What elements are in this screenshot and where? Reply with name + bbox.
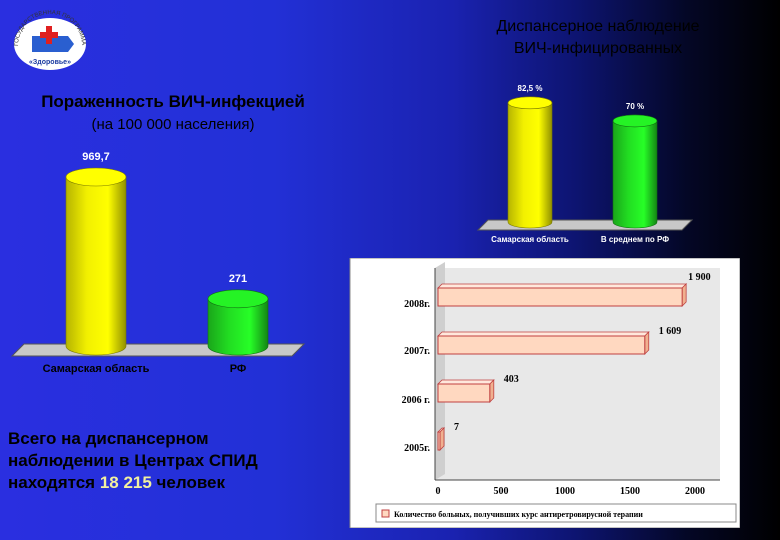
hbar-tick-label: 0 <box>436 486 441 497</box>
hbar-tick-label: 1000 <box>555 486 575 497</box>
bar-value-label: 70 % <box>626 102 644 111</box>
summary-line1: Всего на диспансерном <box>8 429 209 448</box>
cylinder-bar-top <box>207 289 269 309</box>
hbar-bar <box>437 431 441 451</box>
hbar-chart: 1 900 1 609 403 7 2008г. 2007г. 2006 г. 200… <box>349 258 740 528</box>
hbar-value-label: 403 <box>504 374 519 385</box>
bar-value-label: 271 <box>229 273 247 285</box>
hbar-tick-label: 2000 <box>685 486 705 497</box>
hbar-value-label: 1 900 <box>688 272 711 283</box>
right-chart: 82,5 % 70 % Самарская область В среднем п… <box>476 84 694 244</box>
cylinder-bar <box>207 298 269 356</box>
hbar-chart-backwall <box>435 268 720 480</box>
hbar-bar-top <box>437 283 688 289</box>
logo-heart-shape <box>32 36 74 52</box>
summary-number: 18 215 <box>99 473 152 492</box>
right-chart-category-label: Самарская область <box>491 235 569 244</box>
hbar-bar-side <box>489 379 495 403</box>
cylinder-bar-top <box>65 167 127 187</box>
hbar-bar-side <box>644 331 650 355</box>
right-chart-title-line1: Диспансерное наблюдение <box>496 18 700 35</box>
hbar-legend-box <box>375 503 737 523</box>
logo-text-bottom: «Здоровье» <box>29 59 71 66</box>
hbar-category-label: 2005г. <box>404 443 430 454</box>
hbar-tick-label: 1500 <box>620 486 640 497</box>
hbar-value-label: 7 <box>454 422 459 433</box>
cylinder-bar-top <box>612 114 658 128</box>
hbar-chart-sidewall <box>435 262 445 480</box>
cylinder-bar <box>612 120 658 229</box>
hbar-value-label: 1 609 <box>659 326 682 337</box>
cylinder-bar-top <box>507 96 553 110</box>
left-chart-subtitle: (на 100 000 населения) <box>91 116 255 133</box>
summary-suffix: человек <box>151 473 226 492</box>
hbar-bar-top <box>437 331 650 337</box>
summary-prefix: находятся <box>8 473 100 492</box>
hbar-bar <box>437 383 491 403</box>
hbar-category-label: 2007г. <box>404 346 430 357</box>
summary-line3: находятся 18 215 человек <box>8 472 338 494</box>
cylinder-bar <box>65 176 127 356</box>
hbar-legend-label: Количество больных, получивших курс анти… <box>394 510 643 519</box>
hbar-bar <box>437 335 646 355</box>
bar-value-label: 82,5 % <box>518 84 543 93</box>
right-chart-category-label: В среднем по РФ <box>601 235 669 244</box>
hbar-legend-swatch <box>381 509 390 518</box>
left-chart: 969,7 271 Самарская область РФ <box>10 151 306 375</box>
left-chart-category-label: Самарская область <box>43 363 150 375</box>
cylinder-bar <box>507 102 553 229</box>
program-logo: ГОСУДАРСТВЕННАЯ ПРОГРАММА «Здоровье» <box>14 10 86 70</box>
summary-line2: наблюдении в Центрах СПИД <box>8 451 258 470</box>
logo-cross-horizontal <box>40 32 58 38</box>
hbar-bar-top <box>437 379 495 385</box>
hbar-bar-side <box>439 427 445 451</box>
hbar-category-label: 2006 г. <box>402 395 431 406</box>
bar-value-label: 969,7 <box>82 151 110 163</box>
summary-text: Всего на диспансерном наблюдении в Центр… <box>8 428 338 494</box>
hbar-tick-label: 500 <box>494 486 509 497</box>
left-chart-category-label: РФ <box>230 363 247 375</box>
right-chart-title: Диспансерное наблюдение ВИЧ-инфицированн… <box>440 16 756 60</box>
hbar-category-label: 2008г. <box>404 299 430 310</box>
hbar-bar-side <box>681 283 687 307</box>
left-chart-title: Пораженность ВИЧ-инфекцией <box>41 92 305 111</box>
right-chart-title-line2: ВИЧ-инфицированных <box>513 40 683 57</box>
hbar-bar <box>437 287 683 307</box>
